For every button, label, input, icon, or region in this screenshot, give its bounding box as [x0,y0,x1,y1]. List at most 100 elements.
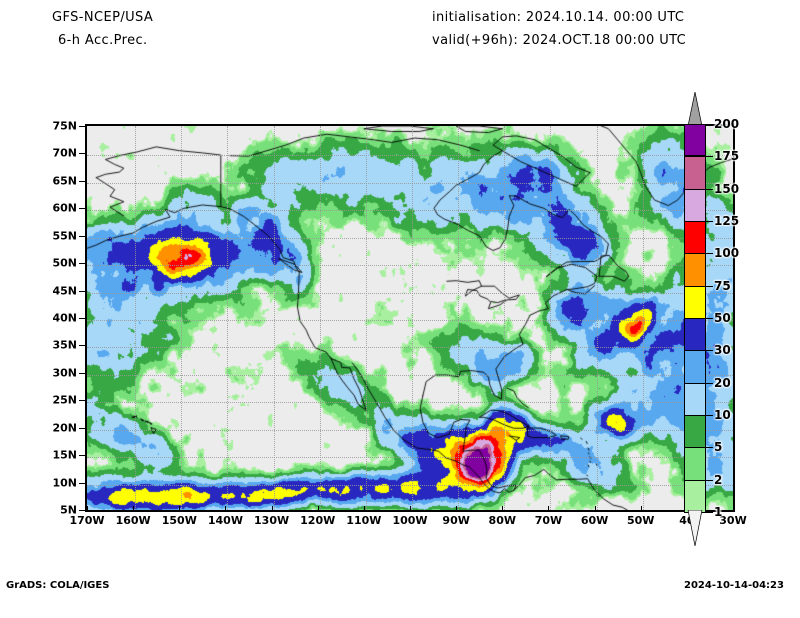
colorbar-label: 125 [714,214,740,228]
grads-credit: GrADS: COLA/IGES [6,580,110,591]
gridline-vertical [135,126,137,510]
y-axis-tick [79,153,85,155]
gridline-horizontal [87,374,733,377]
y-axis-label: 55N [52,229,77,243]
colorbar-segment[interactable] [684,415,706,448]
x-axis-label: 130W [254,514,290,527]
colorbar-tick [684,382,713,384]
colorbar-segment[interactable] [684,188,706,221]
x-axis-label: 150W [161,514,197,527]
x-axis-tick [548,506,550,512]
x-axis-label: 110W [346,514,382,527]
colorbar-label: 75 [714,278,731,293]
colorbar-tick [684,253,713,255]
colorbar-under-arrow-icon [687,510,703,546]
gridline-horizontal [87,237,733,240]
y-axis-tick [79,290,85,292]
gridline-vertical [504,126,506,510]
gridline-vertical [319,126,322,510]
y-axis-label: 35N [52,338,77,352]
gridline-horizontal [87,347,733,349]
colorbar-tick [684,318,713,319]
colorbar-label: 5 [714,440,723,455]
x-axis-label: 70W [534,514,563,527]
colorbar-tick [684,479,713,481]
map-plot-area [85,124,735,512]
colorbar-label: 10 [714,408,731,422]
gridline-vertical [412,126,414,510]
x-axis-label: 100W [392,514,428,527]
colorbar-segment[interactable] [684,253,706,286]
colorbar-segment[interactable] [684,124,706,157]
colorbar-segment[interactable] [684,447,706,480]
gridline-vertical [458,126,460,510]
colorbar-segment[interactable] [684,479,706,512]
gridline-vertical [550,126,552,510]
y-axis-label: 70N [52,146,77,160]
colorbar-segment[interactable] [684,350,706,383]
colorbar-tick [684,156,713,158]
colorbar-label: 1 [714,505,723,519]
colorbar-segment[interactable] [684,382,706,415]
y-axis-label: 45N [52,284,77,298]
initialisation-time: initialisation: 2024.10.14. 00:00 UTC [432,10,685,25]
field-title: 6-h Acc.Prec. [58,33,148,48]
x-axis-label: 140W [207,514,243,527]
colorbar-segment[interactable] [684,318,706,351]
colorbar-tick [684,188,713,190]
y-axis-label: 30N [52,366,77,380]
gridline-vertical [273,126,276,510]
y-axis-tick [79,126,85,127]
y-axis-tick [79,372,85,374]
x-axis-tick [179,506,181,512]
colorbar-segment[interactable] [684,156,706,189]
x-axis-label: 50W [626,514,655,527]
gridline-horizontal [87,210,733,212]
x-axis-label: 120W [300,514,336,527]
y-axis-label: 20N [52,421,77,435]
gridline-vertical [642,126,645,510]
gridline-horizontal [87,429,733,432]
x-axis-tick [363,506,365,512]
x-axis-label: 160W [115,514,151,527]
y-axis-tick [79,235,85,237]
x-axis-tick [456,506,458,512]
x-axis-tick [225,506,227,512]
gridline-vertical [596,126,599,510]
x-axis-label: 30W [719,514,747,527]
colorbar-tick [684,447,713,449]
colorbar-label: 50 [714,311,731,325]
x-axis-tick [640,506,642,512]
x-axis-tick [733,506,734,512]
x-axis-label: 90W [442,514,470,527]
x-axis-label: 80W [488,514,517,527]
y-axis-tick [79,455,85,457]
y-axis-label: 75N [52,119,77,133]
colorbar[interactable]: 1 2 5 10 20 30 50 75 100 125 150 175 200 [684,117,739,519]
y-axis-label: 15N [52,448,77,462]
colorbar-segment[interactable] [684,221,706,254]
colorbar-label: 30 [714,343,731,358]
model-title: GFS-NCEP/USA [52,10,154,25]
gridline-horizontal [87,182,733,185]
x-axis-label: 170W [69,514,105,527]
colorbar-label: 175 [714,149,740,164]
gridline-horizontal [87,265,733,267]
y-axis-tick [79,180,85,182]
colorbar-label: 150 [714,181,740,196]
gridline-horizontal [87,402,733,404]
colorbar-tick [684,415,713,416]
colorbar-tick [684,221,713,222]
colorbar-label: 2 [714,472,723,487]
gridline-vertical [227,126,229,510]
x-axis-tick [133,506,135,512]
x-axis-tick [317,506,319,512]
y-axis-label: 60N [52,201,77,215]
gridline-vertical [181,126,183,510]
y-axis-tick [79,345,85,347]
y-axis-label: 25N [52,393,77,407]
y-axis-label: 40N [52,311,77,325]
x-axis-tick [502,506,504,512]
y-axis-label: 10N [52,476,77,490]
colorbar-segment[interactable] [684,285,706,318]
